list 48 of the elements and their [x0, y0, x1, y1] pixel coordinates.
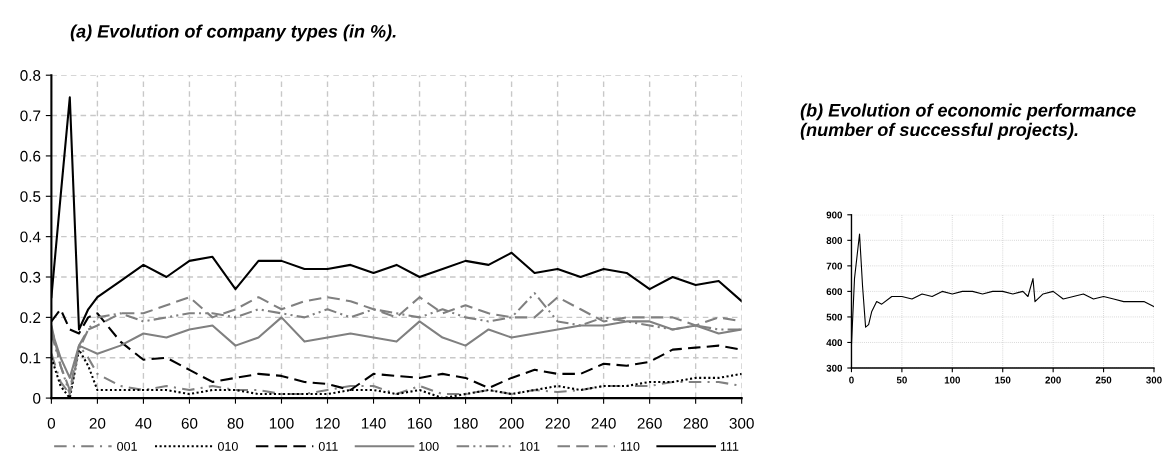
x-tick-label: 200 [499, 417, 524, 429]
y-tick-label: 0.3 [20, 271, 41, 283]
x-tick-label: 260 [637, 417, 662, 429]
legend-label: 100 [419, 441, 439, 451]
x-tick-label: 220 [545, 417, 570, 429]
x-tick-label: 180 [453, 417, 478, 429]
y-tick-label: 800 [826, 237, 843, 244]
y-tick-label: 0.2 [20, 312, 41, 324]
y-tick-label: 500 [826, 313, 843, 321]
y-tick-label: 0.1 [20, 352, 41, 364]
legend-label: 101 [520, 441, 540, 451]
x-tick-label: 150 [995, 376, 1011, 384]
x-tick-label: 250 [1095, 376, 1112, 384]
x-tick-label: 20 [89, 417, 106, 429]
y-tick-label: 0.7 [20, 110, 41, 122]
legend-label: 110 [620, 441, 640, 451]
y-tick-label: 700 [826, 262, 843, 270]
x-tick-label: 100 [269, 417, 294, 429]
y-tick-label: 0.6 [20, 150, 41, 162]
legend-label: 011 [318, 441, 338, 451]
x-tick-label: 240 [591, 417, 616, 429]
x-tick-label: 300 [1146, 376, 1162, 384]
y-tick-label: 0.5 [20, 191, 41, 202]
x-tick-label: 0 [849, 376, 854, 384]
x-tick-label: 100 [944, 376, 961, 384]
legend-label: 111 [720, 442, 739, 451]
x-tick-label: 60 [181, 417, 198, 429]
x-tick-label: 280 [683, 417, 708, 429]
x-tick-label: 50 [896, 376, 907, 384]
y-tick-label: 900 [826, 211, 843, 219]
y-tick-label: 300 [826, 364, 843, 372]
x-tick-label: 160 [407, 417, 432, 429]
y-tick-label: 0.8 [20, 70, 41, 81]
x-tick-label: 300 [729, 417, 754, 429]
legend-label: 001 [117, 441, 137, 451]
x-tick-label: 200 [1045, 376, 1061, 384]
legend-label: 010 [217, 441, 238, 451]
y-tick-label: 0.4 [20, 231, 41, 243]
y-tick-label: 0 [33, 392, 41, 404]
x-tick-label: 40 [135, 417, 152, 429]
y-tick-label: 400 [826, 339, 843, 347]
chart-title: (b) Evolution of economic performance (number of successful projects). [800, 103, 1136, 140]
x-tick-label: 140 [361, 417, 386, 429]
chart-title: (a) Evolution of company types (in %). [70, 24, 396, 42]
x-tick-label: 0 [47, 417, 56, 429]
x-tick-label: 80 [227, 417, 244, 429]
x-tick-label: 120 [315, 417, 340, 429]
y-tick-label: 600 [826, 288, 843, 296]
